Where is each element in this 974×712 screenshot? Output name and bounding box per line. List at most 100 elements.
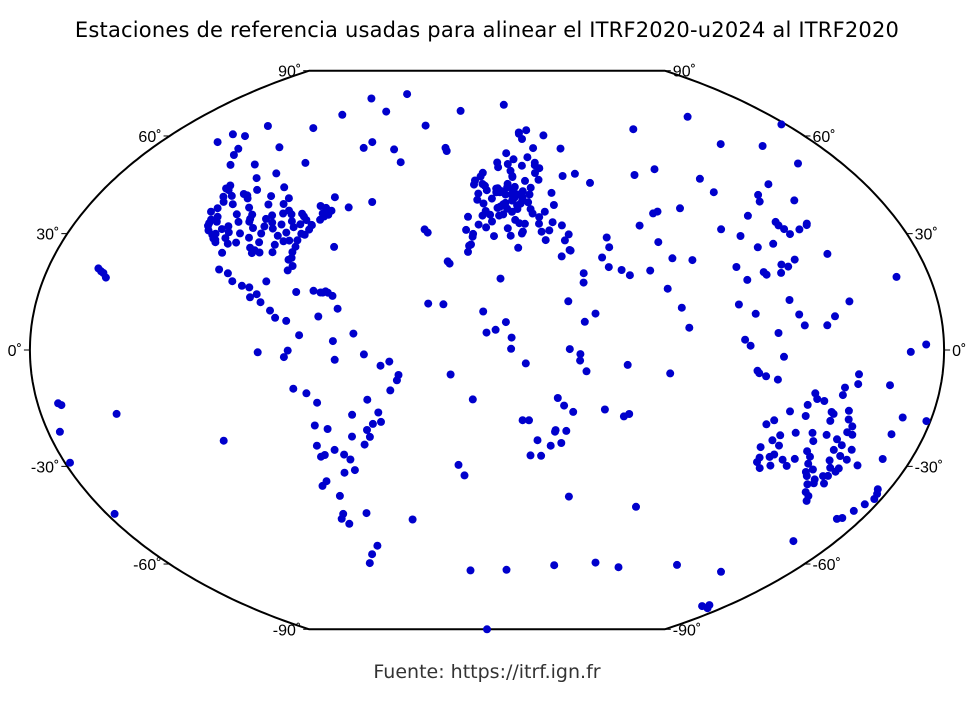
station-marker [518, 193, 527, 202]
station-marker [755, 197, 764, 206]
station-marker [529, 144, 538, 153]
station-marker [560, 236, 569, 245]
station-marker [483, 625, 491, 634]
station-marker [256, 298, 265, 307]
station-marker [243, 191, 252, 200]
station-marker [766, 461, 775, 470]
station-marker [650, 165, 659, 174]
station-marker [255, 238, 264, 247]
station-marker [580, 317, 589, 326]
station-marker [823, 321, 832, 330]
station-marker [490, 232, 498, 241]
station-marker [226, 160, 235, 169]
station-marker [283, 346, 292, 355]
station-marker [368, 550, 377, 559]
station-marker [557, 252, 566, 261]
station-marker [801, 412, 810, 420]
station-marker [367, 94, 376, 103]
station-marker [663, 284, 672, 293]
station-marker [509, 186, 517, 195]
station-marker [213, 138, 222, 147]
station-marker [266, 306, 274, 315]
station-marker [479, 199, 488, 208]
station-marker [586, 178, 594, 187]
map-title: Estaciones de referencia usadas para ali… [74, 18, 900, 42]
station-marker [228, 200, 237, 209]
station-marker [629, 125, 638, 134]
station-marker [228, 277, 237, 286]
station-marker [514, 243, 523, 252]
station-marker [819, 472, 827, 481]
station-marker [803, 400, 812, 409]
station-marker [741, 335, 750, 344]
station-marker [646, 266, 655, 275]
station-marker [348, 432, 356, 441]
station-marker [252, 290, 261, 299]
station-marker [549, 201, 558, 209]
station-marker [791, 428, 800, 437]
station-marker [249, 224, 257, 232]
station-marker [809, 437, 818, 446]
station-marker [755, 464, 764, 473]
station-marker [268, 224, 277, 233]
station-marker [350, 466, 359, 475]
station-marker [479, 307, 488, 316]
station-marker [743, 275, 752, 284]
station-marker [280, 183, 289, 192]
station-marker [285, 206, 293, 215]
station-marker [774, 329, 783, 337]
station-marker [219, 197, 228, 206]
station-marker [906, 347, 915, 356]
station-marker [827, 408, 836, 416]
station-marker [591, 309, 600, 318]
station-marker [751, 309, 760, 318]
station-marker [211, 238, 220, 247]
station-marker [800, 321, 809, 330]
station-marker [837, 441, 846, 450]
station-marker [732, 263, 741, 271]
station-marker [330, 242, 339, 251]
station-marker [649, 209, 658, 218]
station-marker [318, 481, 327, 490]
station-marker [780, 225, 789, 234]
station-marker [758, 142, 767, 150]
station-marker [376, 361, 385, 370]
station-marker [523, 153, 532, 162]
station-marker [598, 253, 607, 262]
station-marker [619, 412, 628, 421]
station-marker [591, 558, 600, 567]
station-marker [496, 274, 505, 283]
station-marker [348, 410, 357, 419]
station-marker [309, 124, 318, 133]
station-marker [801, 488, 810, 497]
station-marker [602, 233, 611, 242]
station-marker [362, 509, 371, 518]
station-marker [717, 567, 725, 576]
station-marker [467, 240, 475, 249]
station-marker [533, 436, 542, 445]
station-marker [359, 350, 368, 359]
station-marker [340, 450, 349, 459]
station-marker [625, 271, 634, 280]
station-marker [566, 246, 575, 255]
station-marker [360, 440, 369, 449]
station-marker [363, 395, 372, 404]
station-marker [386, 386, 395, 395]
station-marker [471, 176, 479, 185]
station-marker [310, 421, 319, 430]
station-marker [743, 211, 752, 220]
station-marker [270, 240, 279, 249]
station-marker [442, 147, 451, 155]
station-marker [548, 218, 557, 227]
station-marker [289, 223, 298, 232]
station-marker [373, 541, 382, 550]
station-marker [224, 228, 233, 237]
station-marker [777, 260, 786, 269]
station-marker [268, 218, 277, 227]
station-marker [898, 413, 907, 422]
station-marker [762, 420, 771, 429]
station-marker [520, 219, 529, 228]
station-marker [794, 159, 802, 168]
station-marker [94, 264, 103, 273]
station-marker [564, 297, 573, 306]
